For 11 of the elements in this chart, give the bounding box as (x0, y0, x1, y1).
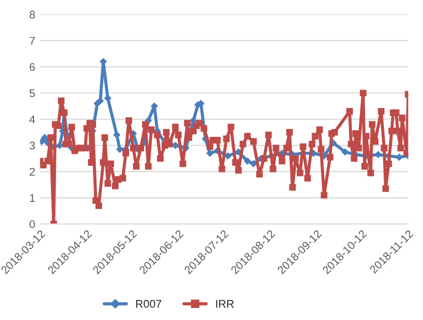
y-tick-label: 6 (30, 63, 35, 71)
y-tick-label: 4 (29, 116, 35, 124)
y-tick-label: 8 (30, 10, 35, 19)
y-tick-label: 1 (30, 194, 35, 202)
legend-label: IRR (216, 300, 234, 308)
y-tick-label: 3 (30, 142, 35, 150)
y-tick-label: 7 (30, 36, 35, 45)
legend-label: R007 (136, 300, 162, 308)
y-tick-label: 5 (30, 89, 35, 98)
y-tick-label: 2 (30, 168, 35, 176)
y-tick-label: 0 (30, 220, 35, 228)
